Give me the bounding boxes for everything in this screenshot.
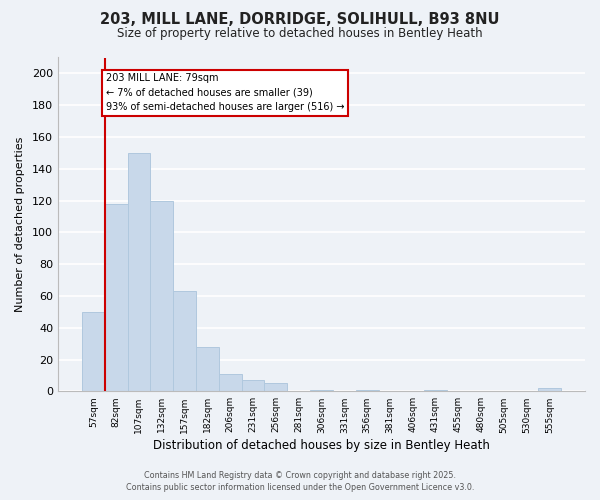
Bar <box>356 390 379 392</box>
Bar <box>105 204 128 392</box>
Bar <box>173 291 196 392</box>
Bar <box>128 153 151 392</box>
Text: 203 MILL LANE: 79sqm
← 7% of detached houses are smaller (39)
93% of semi-detach: 203 MILL LANE: 79sqm ← 7% of detached ho… <box>106 74 344 112</box>
X-axis label: Distribution of detached houses by size in Bentley Heath: Distribution of detached houses by size … <box>153 440 490 452</box>
Y-axis label: Number of detached properties: Number of detached properties <box>15 136 25 312</box>
Bar <box>424 390 447 392</box>
Text: Contains HM Land Registry data © Crown copyright and database right 2025.
Contai: Contains HM Land Registry data © Crown c… <box>126 471 474 492</box>
Text: Size of property relative to detached houses in Bentley Heath: Size of property relative to detached ho… <box>117 28 483 40</box>
Bar <box>538 388 561 392</box>
Bar <box>196 347 219 392</box>
Bar <box>242 380 265 392</box>
Bar <box>265 384 287 392</box>
Text: 203, MILL LANE, DORRIDGE, SOLIHULL, B93 8NU: 203, MILL LANE, DORRIDGE, SOLIHULL, B93 … <box>100 12 500 28</box>
Bar <box>151 200 173 392</box>
Bar <box>310 390 333 392</box>
Bar <box>219 374 242 392</box>
Bar <box>82 312 105 392</box>
